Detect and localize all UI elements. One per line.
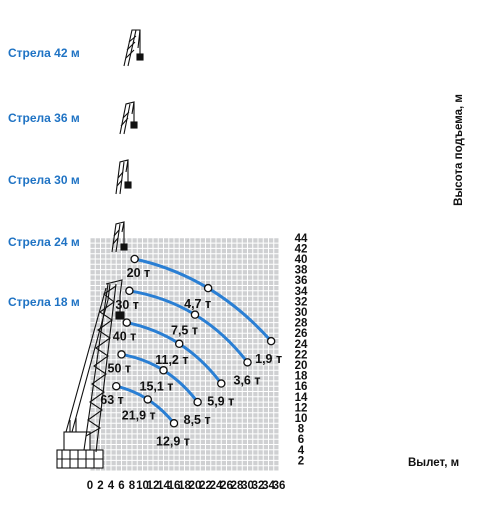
data-point (266, 336, 276, 346)
y-tick-label: 30 (295, 307, 308, 319)
y-tick-label: 18 (295, 371, 308, 383)
series-name-18: Стрела 18 м (8, 295, 80, 309)
y-tick-label: 16 (295, 381, 308, 393)
y-tick-label: 34 (295, 286, 308, 298)
data-point (112, 381, 121, 391)
x-tick-label: 4 (108, 480, 115, 492)
data-label: 12,9 т (156, 434, 190, 448)
x-tick-label: 26 (220, 480, 233, 492)
data-point (117, 350, 126, 359)
x-tick-label: 14 (157, 480, 170, 492)
boom-icon-24 (111, 221, 128, 253)
data-label: 30 т (115, 298, 139, 312)
data-point (203, 283, 213, 293)
y-tick-label: 10 (295, 413, 308, 425)
y-tick-label: 4 (298, 445, 305, 457)
data-label: 15,1 т (140, 379, 174, 393)
y-tick-label: 26 (295, 328, 308, 340)
x-tick-label: 16 (168, 480, 181, 492)
data-point (159, 366, 168, 375)
y-axis-title: Высота подъема, м (453, 94, 465, 206)
y-tick-label: 24 (295, 339, 308, 351)
crane-illustration (56, 279, 125, 469)
x-tick-label: 8 (129, 480, 136, 492)
y-tick-label: 38 (295, 265, 308, 277)
x-tick-label: 18 (178, 480, 191, 492)
y-tick-label: 40 (295, 254, 308, 266)
x-tick-label: 32 (252, 480, 265, 492)
data-label: 11,2 т (155, 353, 188, 367)
data-label: 4,7 т (184, 297, 211, 311)
data-label: 3,6 т (234, 373, 261, 387)
series-name-24: Стрела 24 м (8, 235, 80, 249)
data-label: 63 т (100, 393, 124, 407)
x-axis-title: Вылет, м (408, 457, 459, 469)
y-tick-label: 20 (295, 360, 308, 372)
data-point (143, 395, 152, 404)
series-name-42: Стрела 42 м (8, 46, 80, 60)
data-label: 50 т (108, 361, 132, 375)
y-tick-label: 12 (295, 402, 308, 414)
x-tick-label: 20 (189, 480, 202, 492)
y-tick-label: 42 (295, 243, 308, 255)
series: 20 т 4,7 т 1,9 т 30 т 7,5 т 3,6 т 40 т 11,2 т 5,… (100, 254, 282, 448)
data-point (190, 310, 200, 319)
y-tick-label: 6 (298, 434, 304, 446)
data-label: 7,5 т (171, 324, 198, 338)
x-tick-label: 10 (136, 480, 149, 492)
series-name-30: Стрела 30 м (8, 173, 80, 187)
data-point (130, 254, 139, 264)
x-tick-label: 28 (231, 480, 244, 492)
y-tick-label: 22 (295, 349, 308, 361)
x-tick-label: 24 (210, 480, 223, 492)
y-tick-label: 14 (295, 392, 308, 404)
boom-icon-30 (115, 159, 132, 195)
boom-icons (111, 29, 144, 253)
x-tick-label: 2 (97, 480, 103, 492)
data-point (193, 397, 202, 407)
data-label: 5,9 т (207, 395, 234, 409)
axes: 0 2 4 6 8 10121416182022242628303234362468101… (87, 233, 308, 492)
y-tick-label: 36 (295, 275, 308, 287)
data-point (174, 339, 184, 349)
data-label: 21,9 т (122, 408, 156, 422)
x-tick-label: 34 (262, 480, 275, 492)
data-label: 8,5 т (184, 413, 211, 427)
data-point (122, 318, 132, 327)
data-point (169, 419, 179, 428)
data-label: 20 т (127, 266, 151, 280)
y-tick-label: 28 (295, 318, 308, 330)
data-label: 40 т (113, 330, 137, 344)
boom-icon-42 (123, 29, 144, 67)
x-tick-label: 0 (87, 480, 93, 492)
series-name-36: Стрела 36 м (8, 111, 80, 125)
y-tick-label: 2 (298, 455, 304, 467)
data-point (216, 379, 226, 388)
y-tick-label: 32 (295, 296, 308, 308)
data-point (125, 286, 134, 296)
x-tick-label: 30 (241, 480, 254, 492)
x-tick-label: 36 (273, 480, 286, 492)
x-tick-label: 22 (199, 480, 212, 492)
data-point (243, 358, 252, 367)
data-label: 1,9 т (255, 352, 282, 366)
y-tick-label: 8 (298, 424, 305, 436)
boom-icon-36 (119, 101, 138, 135)
x-tick-label: 12 (147, 480, 160, 492)
y-tick-label: 44 (295, 233, 308, 245)
x-tick-label: 6 (118, 480, 124, 492)
